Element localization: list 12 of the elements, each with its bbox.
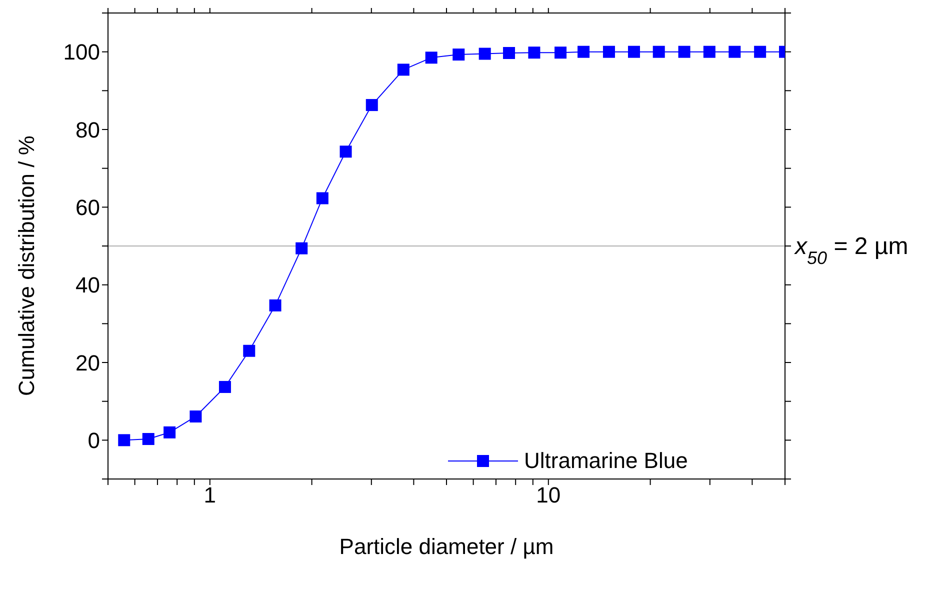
y-tick-label: 20 xyxy=(76,350,100,376)
y-tick-label: 60 xyxy=(76,194,100,220)
y-tick-label: 40 xyxy=(76,272,100,298)
ref-line-label: x$_{50}$ = 2 µm xyxy=(794,233,908,268)
y-tick-label: 0 xyxy=(88,428,100,453)
x-tick-label: 1 xyxy=(204,482,216,508)
legend-label: Ultramarine Blue xyxy=(524,448,688,474)
y-tick-label: 100 xyxy=(63,40,100,65)
y-tick-label: 80 xyxy=(76,117,100,142)
y-axis-title: Cumulative distribution / % xyxy=(14,136,39,396)
x-tick-label: 10 xyxy=(536,482,561,508)
x-axis-title: Particle diameter / µm xyxy=(339,534,554,559)
